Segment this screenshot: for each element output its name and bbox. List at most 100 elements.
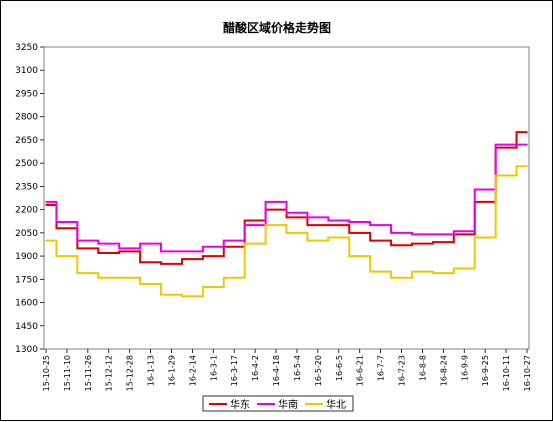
data-point xyxy=(45,204,47,206)
data-point xyxy=(212,245,215,248)
data-point xyxy=(87,239,89,242)
y-tick-label: 2200 xyxy=(15,206,38,216)
data-point xyxy=(505,143,507,146)
y-tick-label: 1300 xyxy=(15,345,38,355)
data-point xyxy=(128,247,131,250)
data-point xyxy=(170,250,173,253)
x-tick-label: 16-6-5 xyxy=(335,355,344,381)
data-point xyxy=(442,241,445,243)
data-point xyxy=(45,239,47,242)
x-tick-label: 15-12-12 xyxy=(105,355,114,391)
x-tick-label: 16-4-18 xyxy=(272,355,281,386)
data-point xyxy=(421,233,424,236)
data-point xyxy=(107,242,110,245)
x-tick-label: 16-7-23 xyxy=(398,355,407,386)
data-point xyxy=(505,146,507,149)
data-point xyxy=(421,270,424,273)
data-point xyxy=(484,236,486,239)
data-point xyxy=(233,276,236,279)
data-point xyxy=(526,143,528,146)
data-point xyxy=(317,239,319,242)
x-tick-label: 15-11-26 xyxy=(84,355,93,391)
data-point xyxy=(296,232,298,234)
data-point xyxy=(107,276,110,279)
x-tick-label: 16-3-17 xyxy=(230,355,239,386)
data-point xyxy=(191,295,194,298)
legend-box xyxy=(202,395,354,412)
x-axis: 15-10-25 15-11-10 15-11-26 15-12-12 15-12-28… xyxy=(42,349,532,391)
data-point xyxy=(358,221,361,223)
x-tick-label: 16-10-27 xyxy=(523,355,532,391)
data-point xyxy=(87,272,89,274)
legend: 华东 华南 华北 xyxy=(202,395,354,412)
x-tick-label: 16-5-20 xyxy=(314,355,323,386)
y-tick-label: 2950 xyxy=(15,89,38,99)
data-point xyxy=(442,272,445,274)
data-point xyxy=(358,255,361,257)
y-tick-label: 1600 xyxy=(15,299,38,309)
data-point xyxy=(337,236,340,239)
y-tick-label: 1900 xyxy=(15,252,38,262)
x-tick-label: 15-11-10 xyxy=(63,355,72,391)
x-tick-label: 16-4-2 xyxy=(251,355,260,381)
data-point xyxy=(66,227,68,229)
legend-label: 华东 xyxy=(230,398,250,411)
data-point xyxy=(505,174,507,177)
y-tick-label: 2500 xyxy=(15,159,38,169)
data-point xyxy=(191,258,194,260)
data-point xyxy=(128,276,131,279)
data-point xyxy=(337,224,340,226)
data-point xyxy=(400,276,403,279)
x-tick-label: 16-1-13 xyxy=(147,355,156,386)
data-point xyxy=(526,131,528,133)
data-point xyxy=(400,232,403,234)
data-point xyxy=(275,224,277,226)
y-tick-label: 3100 xyxy=(15,66,38,76)
y-tick-label: 2800 xyxy=(15,113,38,123)
data-point xyxy=(337,219,340,222)
data-point xyxy=(275,208,277,211)
x-tick-label: 16-8-24 xyxy=(439,355,448,386)
data-point xyxy=(526,165,528,168)
legend-label: 华南 xyxy=(278,398,298,411)
data-point xyxy=(379,270,382,273)
x-tick-label: 16-5-4 xyxy=(293,355,302,381)
data-point xyxy=(317,224,319,226)
data-point xyxy=(87,247,89,250)
x-tick-label: 16-2-14 xyxy=(188,355,197,386)
chart-title: 醋酸区域价格走势图 xyxy=(223,20,331,35)
data-point xyxy=(296,211,298,214)
data-point xyxy=(484,188,486,191)
series-line-华北 xyxy=(46,165,527,298)
y-tick-label: 2050 xyxy=(15,229,38,239)
data-point xyxy=(233,245,236,248)
data-point xyxy=(254,219,256,222)
y-tick-label: 1750 xyxy=(15,275,38,285)
data-point xyxy=(107,252,110,254)
x-tick-label: 16-6-21 xyxy=(356,355,365,386)
data-point xyxy=(442,233,445,236)
data-point xyxy=(191,250,194,253)
data-point xyxy=(149,283,152,285)
data-point xyxy=(254,224,256,226)
data-point xyxy=(149,261,152,264)
data-point xyxy=(212,255,215,257)
data-point xyxy=(45,201,47,203)
data-point xyxy=(463,267,466,270)
x-tick-label: 16-3-1 xyxy=(209,355,218,381)
series-lines xyxy=(45,131,528,298)
data-point xyxy=(66,221,68,223)
data-point xyxy=(463,233,466,236)
data-point xyxy=(128,250,131,253)
plot-area xyxy=(43,46,530,350)
y-tick-label: 1450 xyxy=(15,322,38,332)
data-point xyxy=(212,286,215,288)
data-point xyxy=(463,230,466,233)
data-point xyxy=(149,242,152,245)
y-tick-label: 2350 xyxy=(15,182,38,192)
data-point xyxy=(170,293,173,296)
x-tick-label: 16-9-25 xyxy=(481,355,490,386)
x-tick-label: 16-10-11 xyxy=(502,355,511,391)
